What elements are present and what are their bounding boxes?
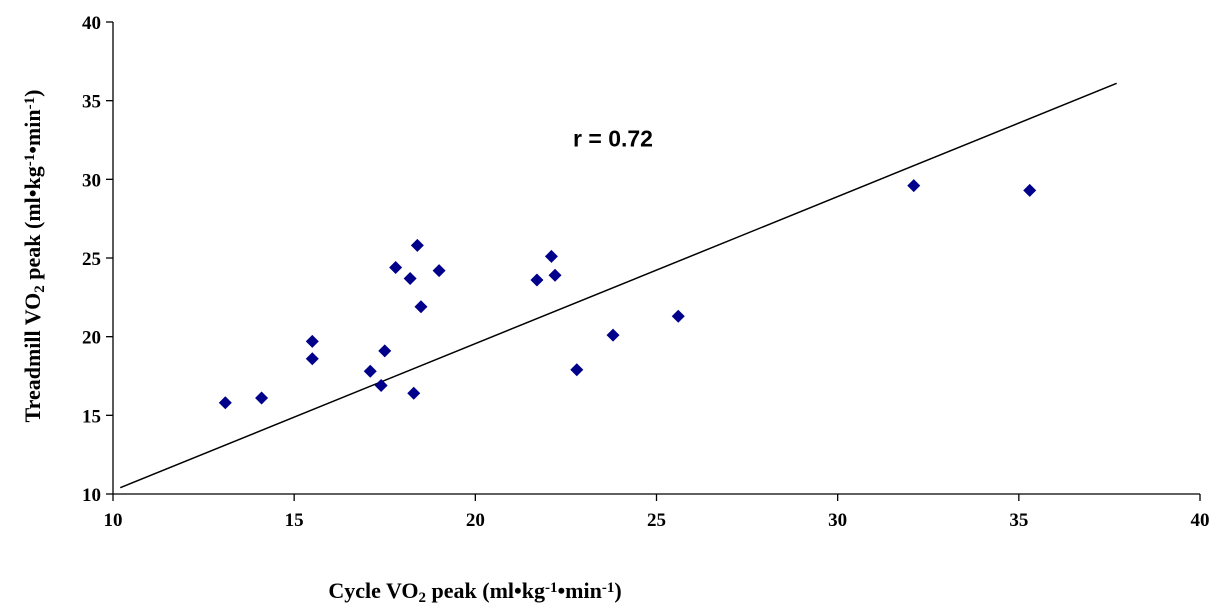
y-tick-label: 15 [82,406,101,427]
data-point [544,249,558,263]
data-point [1023,183,1037,197]
y-tick-label: 20 [82,328,101,349]
data-point [403,271,417,285]
data-point [548,268,562,282]
y-tick-label: 10 [82,485,101,506]
trendline [119,82,1117,489]
x-tick-label: 10 [104,510,123,531]
data-point [907,179,921,193]
data-point [414,300,428,314]
x-tick-label: 15 [285,510,304,531]
y-tick-label: 40 [82,13,101,34]
y-tick-label: 30 [82,170,101,191]
x-tick-label: 40 [1191,510,1210,531]
axis-title-part: ) [20,90,45,97]
data-point [389,260,403,274]
data-point [305,334,319,348]
data-point [374,378,388,392]
axis-title-part: -1 [545,580,558,596]
data-point [671,309,685,323]
y-tick-label: 35 [82,92,101,113]
axis-title-part: -1 [602,580,615,596]
axis-title-part: peak (ml•kg [426,578,545,603]
data-point [606,328,620,342]
data-point [363,364,377,378]
axis-title-part: Treadmill VO [20,293,45,423]
axis-title-part: ) [614,578,621,603]
data-point [570,363,584,377]
data-points [218,179,1037,410]
axis-title-part: 2 [32,285,48,293]
axis-title-part: •min [20,109,45,153]
data-point [407,386,421,400]
data-point [378,344,392,358]
y-axis-title: Treadmill VO2 peak (ml•kg-1•min-1) [20,90,48,423]
axis-title-part: •min [557,578,601,603]
y-tick-label: 25 [82,249,101,270]
data-point [255,391,269,405]
axis-title-part: -1 [22,97,38,110]
data-point [305,352,319,366]
y-axis: 10 15 20 25 30 35 40 [82,13,114,506]
data-point [410,238,424,252]
x-tick-label: 25 [647,510,666,531]
axis-title-part: -1 [22,154,38,167]
x-axis-title: Cycle VO2 peak (ml•kg-1•min-1) [328,578,621,606]
x-tick-label: 35 [1009,510,1028,531]
axis-title-part: Cycle VO [328,578,418,603]
axis-title-part: peak (ml•kg [20,166,45,285]
data-point [432,264,446,278]
x-tick-label: 20 [466,510,485,531]
trendline-group [119,82,1117,489]
x-tick-label: 30 [828,510,847,531]
annotations: r = 0.72 [573,125,653,151]
axis-title-part: 2 [419,590,427,606]
correlation-annotation: r = 0.72 [573,125,653,151]
data-point [530,273,544,287]
data-point [218,396,232,410]
x-axis: 10 15 20 25 30 35 40 [104,493,1210,531]
